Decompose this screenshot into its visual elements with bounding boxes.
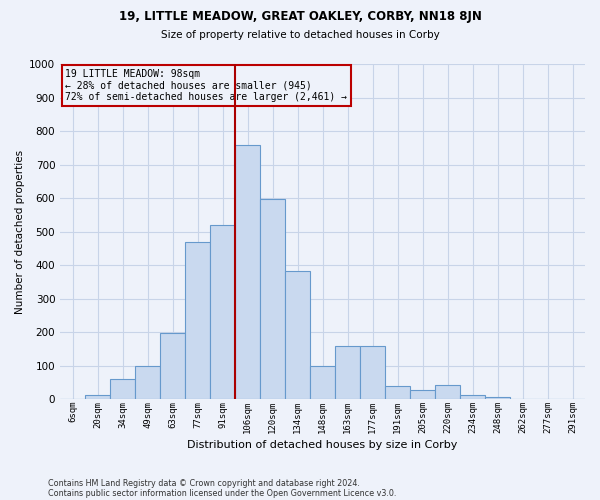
Bar xyxy=(360,346,385,400)
Bar xyxy=(410,390,435,400)
Bar xyxy=(160,333,185,400)
Bar xyxy=(335,346,360,400)
Text: 19, LITTLE MEADOW, GREAT OAKLEY, CORBY, NN18 8JN: 19, LITTLE MEADOW, GREAT OAKLEY, CORBY, … xyxy=(119,10,481,23)
Bar xyxy=(485,397,510,400)
Text: 19 LITTLE MEADOW: 98sqm
← 28% of detached houses are smaller (945)
72% of semi-d: 19 LITTLE MEADOW: 98sqm ← 28% of detache… xyxy=(65,69,347,102)
Y-axis label: Number of detached properties: Number of detached properties xyxy=(15,150,25,314)
Bar xyxy=(435,386,460,400)
Bar xyxy=(85,395,110,400)
Text: Contains HM Land Registry data © Crown copyright and database right 2024.: Contains HM Land Registry data © Crown c… xyxy=(48,478,360,488)
Bar xyxy=(310,366,335,400)
Bar xyxy=(460,395,485,400)
Bar xyxy=(135,366,160,400)
Bar xyxy=(185,242,210,400)
X-axis label: Distribution of detached houses by size in Corby: Distribution of detached houses by size … xyxy=(187,440,458,450)
Bar xyxy=(285,271,310,400)
Bar xyxy=(260,199,285,400)
Text: Contains public sector information licensed under the Open Government Licence v3: Contains public sector information licen… xyxy=(48,488,397,498)
Bar xyxy=(210,225,235,400)
Bar xyxy=(235,144,260,400)
Bar xyxy=(385,386,410,400)
Bar xyxy=(110,378,135,400)
Text: Size of property relative to detached houses in Corby: Size of property relative to detached ho… xyxy=(161,30,439,40)
